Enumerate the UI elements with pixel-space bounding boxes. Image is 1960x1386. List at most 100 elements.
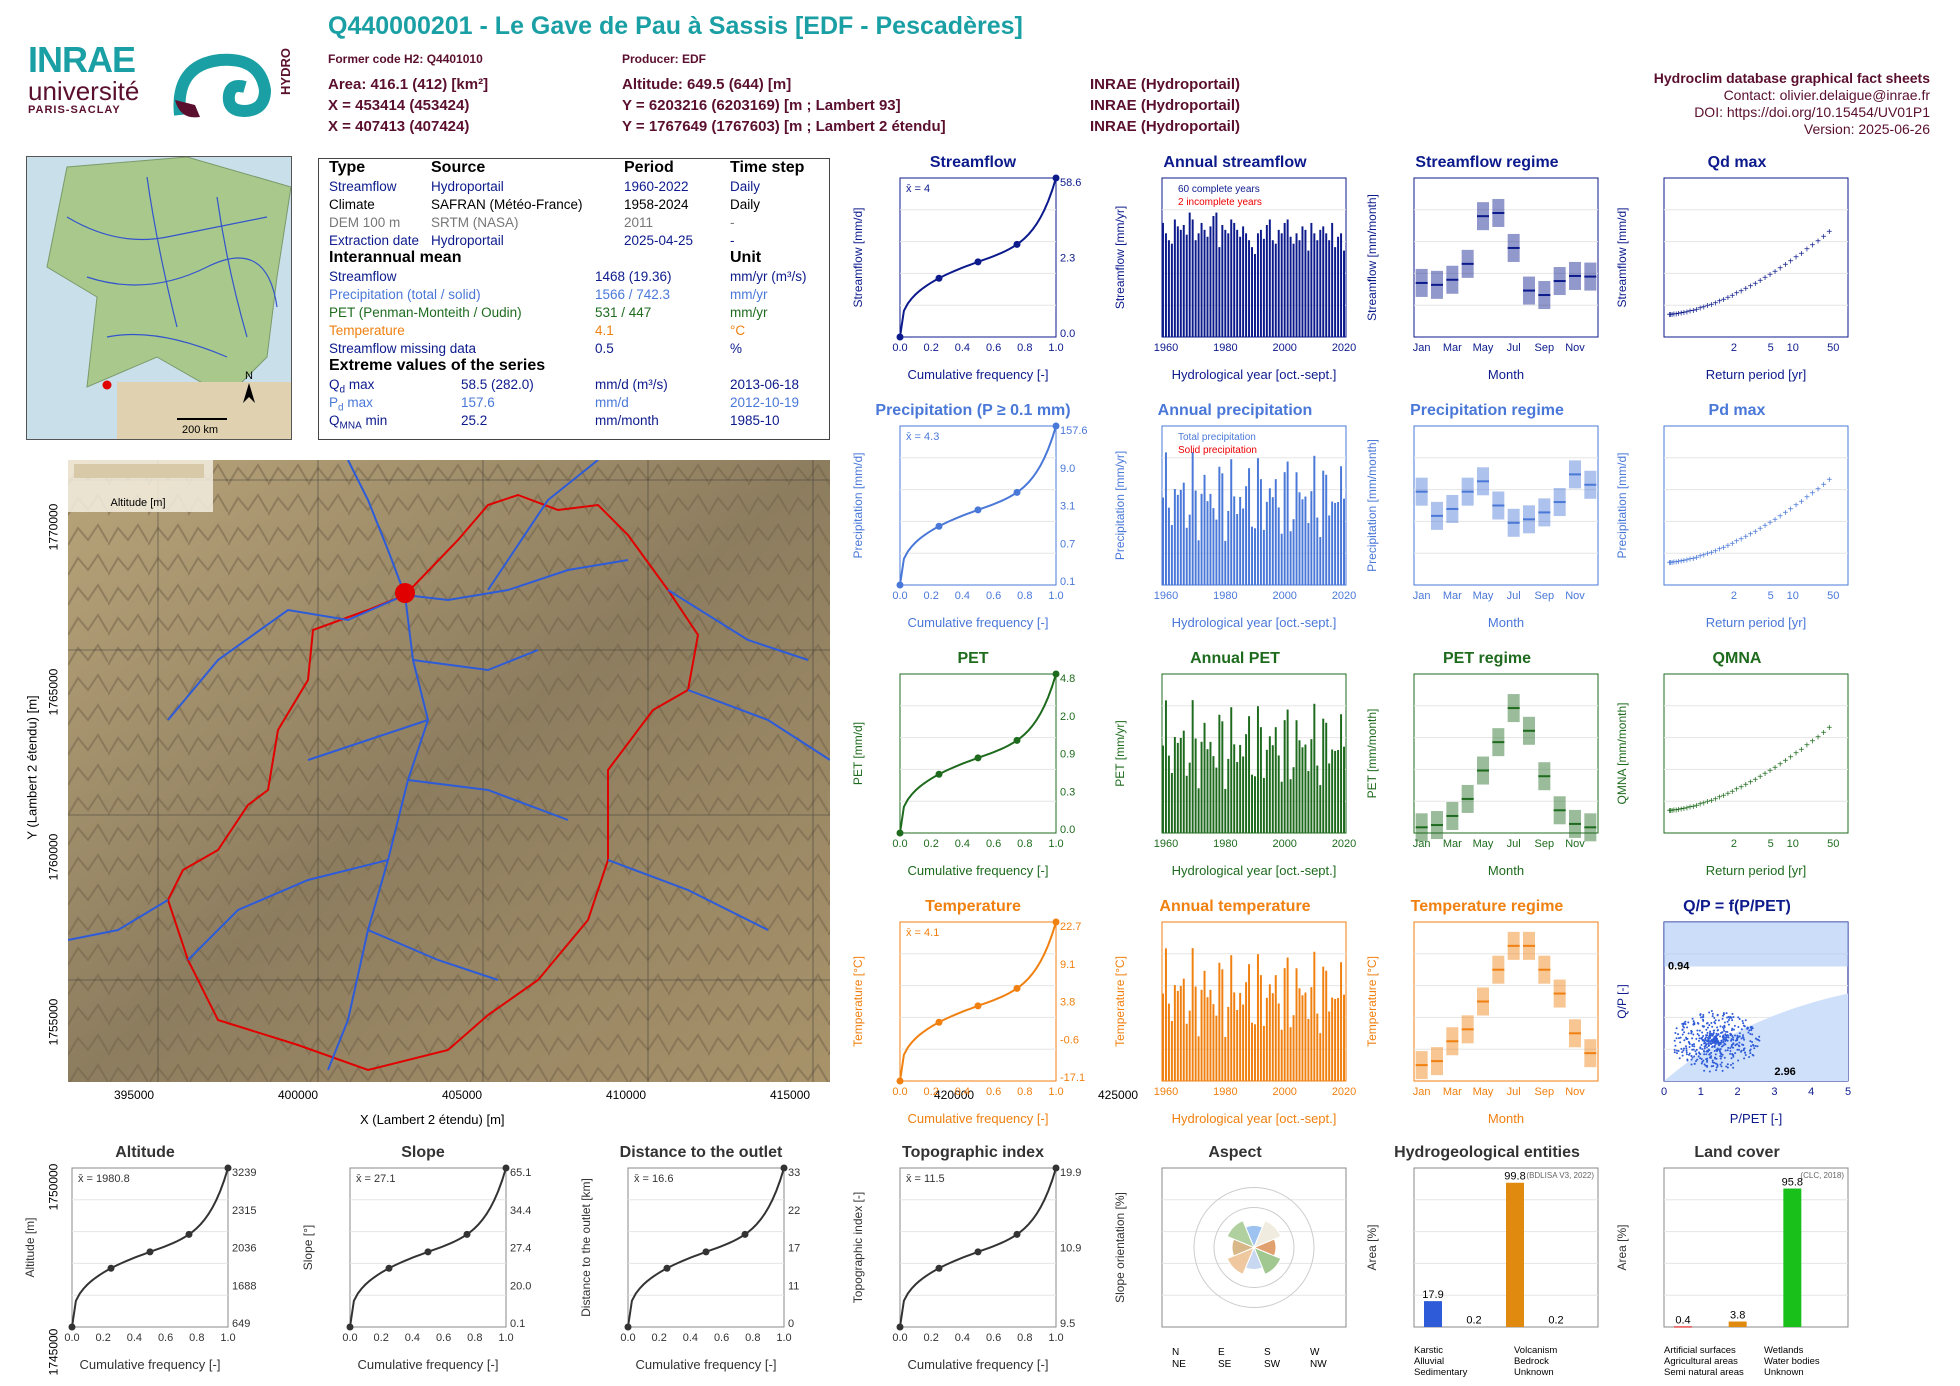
- daily-point: [1706, 1060, 1708, 1062]
- daily-point: [1725, 1050, 1727, 1052]
- x-tick: Jul: [1507, 838, 1521, 850]
- year-bar: [1215, 1016, 1217, 1081]
- daily-point: [1696, 1029, 1698, 1031]
- year-bar: [1322, 719, 1324, 833]
- year-bar: [1337, 750, 1339, 833]
- legend-entry: W: [1310, 1347, 1320, 1358]
- year-bar: [1304, 230, 1306, 337]
- daily-point: [1679, 1041, 1681, 1043]
- quantile-point: [425, 1248, 432, 1255]
- daily-point: [1706, 1032, 1708, 1034]
- table-header-timestep: Time step: [730, 159, 804, 177]
- daily-point: [1705, 1029, 1707, 1031]
- legend-entry: Total precipitation: [1178, 432, 1256, 443]
- year-bar: [1290, 531, 1292, 585]
- chart-svg: Return period [yr]Precipitation [mm/d]++…: [1612, 400, 1862, 635]
- year-bar: [1236, 230, 1238, 337]
- mean-label: x̄ = 4.1: [906, 927, 939, 939]
- daily-point: [1712, 1039, 1714, 1041]
- bar-value: 0.4: [1675, 1314, 1690, 1326]
- contact[interactable]: Contact: olivier.delaigue@inrae.fr: [1654, 87, 1930, 104]
- daily-point: [1719, 1055, 1721, 1057]
- map-x-tick: 395000: [114, 1088, 154, 1102]
- daily-point: [1748, 1056, 1750, 1058]
- map-y-tick: 1755000: [46, 999, 60, 1046]
- year-bar: [1287, 710, 1289, 833]
- daily-point: [1685, 1045, 1687, 1047]
- year-bar: [1299, 988, 1301, 1081]
- daily-point: [1701, 1058, 1703, 1060]
- year-bar: [1266, 225, 1268, 337]
- year-bar: [1174, 985, 1176, 1081]
- year-bar: [1171, 773, 1173, 833]
- year-bar: [1221, 225, 1223, 337]
- daily-point: [1722, 1026, 1724, 1028]
- x-tick: 50: [1827, 342, 1839, 354]
- quantile-point: [1053, 1165, 1060, 1172]
- mean-unit: mm/yr: [730, 287, 768, 302]
- row-period: 1958-2024: [624, 197, 689, 212]
- map-x-tick: 410000: [606, 1088, 646, 1102]
- chart-svg: Cumulative frequency [-]Precipitation [m…: [848, 400, 1098, 635]
- x-tick: 0.2: [924, 590, 939, 602]
- chart-8: PET Cumulative frequency [-] PET [mm/d] 0.0…: [848, 648, 1098, 883]
- daily-point: [1697, 1033, 1699, 1035]
- daily-point: [1702, 1014, 1704, 1016]
- quantile-label: 0.0: [1060, 328, 1075, 340]
- daily-point: [1705, 1065, 1707, 1067]
- year-bar: [1209, 990, 1211, 1081]
- quantile-label: 0.0: [1060, 824, 1075, 836]
- daily-point: [1716, 1026, 1718, 1028]
- x-tick: 0.4: [955, 1086, 970, 1098]
- year-bar: [1227, 233, 1229, 337]
- year-bar: [1230, 707, 1232, 833]
- year-bar: [1343, 747, 1345, 833]
- x-tick: 5: [1768, 342, 1774, 354]
- daily-point: [1717, 1034, 1719, 1036]
- year-bar: [1248, 468, 1250, 585]
- chart-14: Temperature regime Month Temperature [°C] J…: [1362, 896, 1612, 1131]
- daily-point: [1686, 1051, 1688, 1053]
- x-tick: 2020: [1332, 1086, 1356, 1098]
- year-bar: [1310, 739, 1312, 833]
- x-tick: 2000: [1272, 838, 1296, 850]
- daily-point: [1690, 1032, 1692, 1034]
- year-bar: [1272, 745, 1274, 833]
- year-bar: [1236, 514, 1238, 585]
- year-bar: [1186, 235, 1188, 337]
- year-bar: [1180, 230, 1182, 337]
- x-tick: 0.8: [1017, 342, 1032, 354]
- legend-entry: SW: [1264, 1359, 1281, 1370]
- quantile-point: [108, 1265, 115, 1272]
- chart-12: Temperature Cumulative frequency [-] Tempe…: [848, 896, 1098, 1131]
- qp-label: 0.94: [1668, 961, 1690, 973]
- year-bar: [1272, 993, 1274, 1081]
- area-bar: [1547, 1327, 1565, 1328]
- daily-point: [1719, 1050, 1721, 1052]
- chart-2: Streamflow regime Month Streamflow [mm/mon…: [1362, 152, 1612, 387]
- x-tick: 0.2: [374, 1332, 389, 1344]
- quantile-point: [1014, 737, 1021, 744]
- year-bar: [1165, 948, 1167, 1081]
- chart-10: PET regime Month PET [mm/month] Jan Mar May Ju…: [1362, 648, 1612, 883]
- daily-point: [1722, 1041, 1724, 1043]
- extreme-unit: mm/d: [595, 395, 629, 410]
- year-bar: [1186, 1024, 1188, 1081]
- table-header-type: Type: [329, 159, 365, 177]
- daily-point: [1690, 1059, 1692, 1061]
- daily-point: [1701, 1048, 1703, 1050]
- year-bar: [1337, 237, 1339, 337]
- quantile-label: 20.0: [510, 1280, 531, 1292]
- chart-title: Streamflow: [848, 154, 1098, 172]
- doi[interactable]: DOI: https://doi.org/10.15454/UV01P1: [1654, 104, 1930, 121]
- year-bar: [1284, 968, 1286, 1081]
- north-label: N: [245, 370, 253, 382]
- chart-title: Temperature regime: [1362, 898, 1612, 916]
- year-bar: [1189, 515, 1191, 585]
- legend-entry: E: [1218, 1347, 1225, 1358]
- year-bar: [1168, 240, 1170, 337]
- year-bar: [1284, 472, 1286, 585]
- year-bar: [1245, 233, 1247, 337]
- area-bar: [1506, 1183, 1524, 1327]
- producer: Producer: EDF: [622, 52, 706, 66]
